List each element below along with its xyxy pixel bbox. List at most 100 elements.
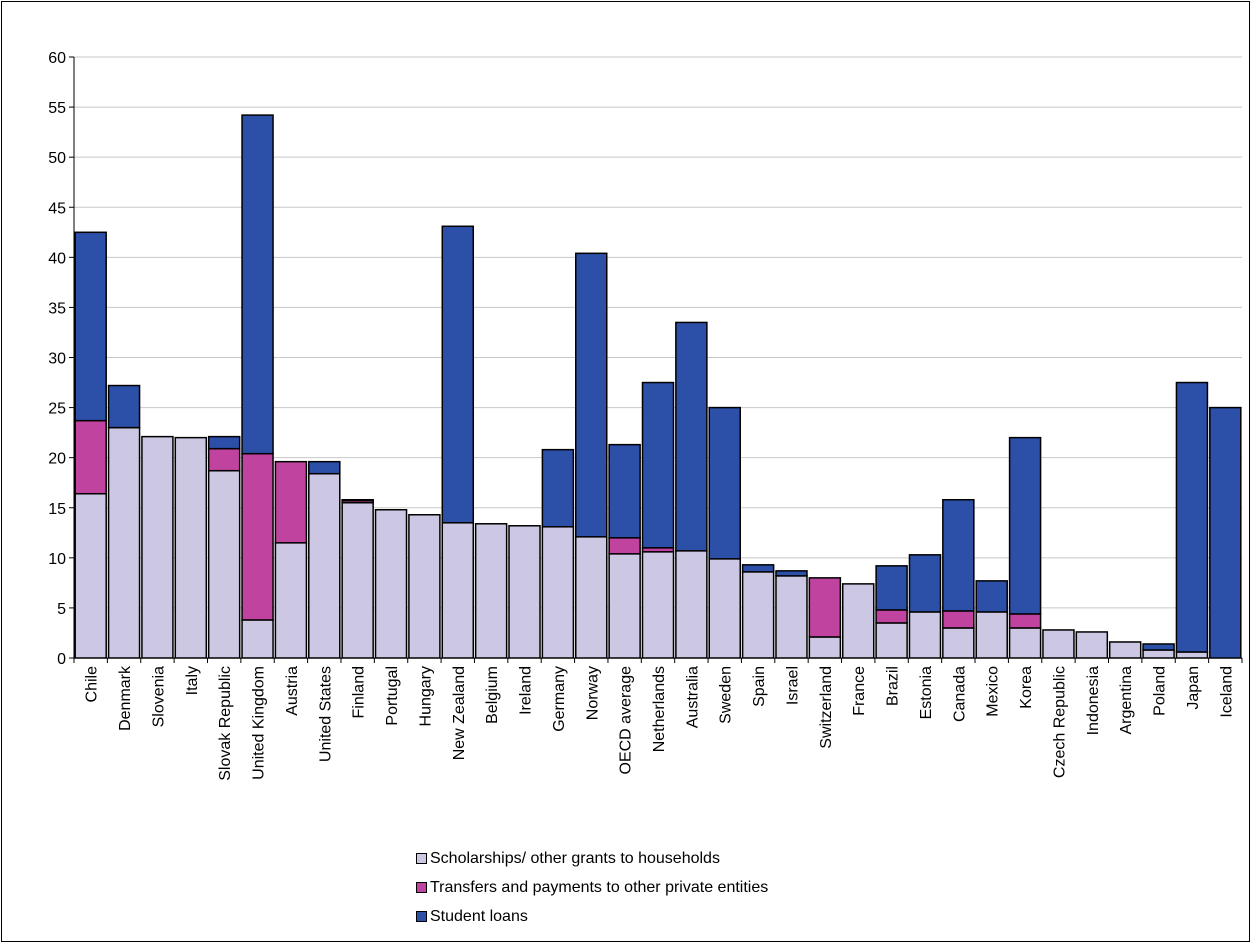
bar-segment-student-loans <box>541 448 575 528</box>
x-tick-label: Portugal <box>384 666 401 726</box>
bar-segment-scholarships <box>341 501 374 659</box>
bar-segment-transfers <box>274 460 308 544</box>
bar-segment-scholarships <box>141 435 174 659</box>
x-tick-label: Chile <box>84 666 101 703</box>
bar-segment-student-loans <box>1142 643 1175 651</box>
legend-label-student-loans: Student loans <box>430 907 528 925</box>
bar-segment-student-loans <box>641 381 675 549</box>
bar-segment-transfers <box>608 537 641 555</box>
legend-swatch-scholarships <box>416 853 427 864</box>
bar-segment-scholarships <box>942 627 975 659</box>
x-tick-label: Belgium <box>484 666 501 724</box>
bar-segment-student-loans <box>942 498 975 612</box>
bar-segment-scholarships <box>441 522 475 659</box>
bar-segment-transfers <box>942 610 975 629</box>
bar-segment-scholarships <box>741 571 775 659</box>
bar-segment-transfers <box>74 419 107 495</box>
legend-swatch-student-loans <box>416 911 427 922</box>
legend-item-scholarships: Scholarships/ other grants to households <box>416 844 768 873</box>
bar-segment-student-loans <box>1008 436 1042 615</box>
bar-segment-scholarships <box>1175 651 1209 659</box>
x-tick-label: Denmark <box>117 665 134 731</box>
x-tick-label: Slovak Republic <box>217 666 234 781</box>
y-tick-label: 35 <box>48 300 66 317</box>
bar-segment-transfers <box>875 609 908 624</box>
x-tick-label: Spain <box>751 666 768 707</box>
x-tick-label: Germany <box>551 666 568 732</box>
x-tick-label: Australia <box>684 666 701 728</box>
bar-segment-scholarships <box>474 523 508 659</box>
bar-segment-scholarships <box>274 542 308 659</box>
bar-segment-student-loans <box>975 580 1008 613</box>
bar-segment-student-loans <box>1175 381 1209 653</box>
x-tick-label: Mexico <box>985 666 1002 717</box>
bar-segment-scholarships <box>708 558 741 659</box>
bar-segment-scholarships <box>74 492 107 659</box>
x-tick-label: Argentina <box>1118 666 1135 735</box>
x-tick-label: Iceland <box>1218 666 1235 718</box>
x-tick-label: New Zealand <box>451 666 468 760</box>
bar-segment-student-loans <box>608 443 641 539</box>
x-tick-label: Brazil <box>885 666 902 706</box>
bar-segment-student-loans <box>207 435 241 450</box>
x-tick-label: Ireland <box>518 666 535 715</box>
bar-segment-scholarships <box>107 426 141 659</box>
x-tick-label: France <box>851 666 868 716</box>
bar-segment-student-loans <box>1209 406 1242 659</box>
bar-segment-student-loans <box>575 252 608 538</box>
bar-segment-scholarships <box>174 436 208 659</box>
x-tick-label: Canada <box>951 666 968 722</box>
bar-segment-scholarships <box>207 469 241 659</box>
y-tick-label: 10 <box>48 551 66 568</box>
x-tick-label: OECD average <box>618 666 635 775</box>
bar-segment-transfers <box>808 577 842 638</box>
y-axis-tick-labels: 0 5 10 15 20 25 30 35 40 45 50 55 60 <box>48 50 66 668</box>
bar-segment-transfers <box>207 447 241 472</box>
bar-segment-scholarships <box>374 509 408 659</box>
bar-segment-student-loans <box>908 554 942 613</box>
bar-segment-scholarships <box>1142 649 1175 659</box>
bar-segment-student-loans <box>741 564 775 573</box>
bar-segment-student-loans <box>708 406 741 560</box>
axes <box>69 56 1243 663</box>
bar-segment-scholarships <box>408 514 441 659</box>
bar-segment-student-loans <box>74 231 107 422</box>
bar-segment-scholarships <box>1042 629 1075 659</box>
y-tick-label: 45 <box>48 200 66 217</box>
x-tick-label: Indonesia <box>1085 666 1102 735</box>
x-tick-label: Sweden <box>718 666 735 724</box>
bar-segment-student-loans <box>441 225 475 524</box>
bar-segment-scholarships <box>541 526 575 659</box>
bar-segment-student-loans <box>308 460 341 475</box>
legend-label-transfers: Transfers and payments to other private … <box>430 878 769 896</box>
x-tick-label: Norway <box>584 666 601 720</box>
x-tick-label: Estonia <box>918 666 935 719</box>
bar-segment-scholarships <box>875 622 908 659</box>
legend-swatch-transfers <box>416 882 427 893</box>
bar-segment-student-loans <box>341 498 374 502</box>
x-tick-label: Czech Republic <box>1051 666 1068 778</box>
x-tick-label: Israel <box>784 666 801 705</box>
bar-segment-scholarships <box>675 550 708 659</box>
y-tick-label: 55 <box>48 100 66 117</box>
y-tick-label: 5 <box>57 601 66 618</box>
x-tick-label: Hungary <box>417 666 434 726</box>
bar-segment-transfers <box>1008 613 1042 629</box>
legend-item-transfers: Transfers and payments to other private … <box>416 873 768 902</box>
y-tick-label: 0 <box>57 651 66 668</box>
bar-segment-scholarships <box>975 611 1008 659</box>
bar-segment-student-loans <box>775 570 808 577</box>
bar-segment-scholarships <box>908 611 942 659</box>
bar-segment-student-loans <box>107 384 141 429</box>
x-tick-label: Switzerland <box>818 666 835 749</box>
bar-segment-student-loans <box>875 565 908 611</box>
bar-segment-scholarships <box>241 619 274 659</box>
y-tick-label: 15 <box>48 501 66 518</box>
y-tick-label: 50 <box>48 150 66 167</box>
y-tick-label: 40 <box>48 250 66 267</box>
x-tick-label: Italy <box>184 666 201 695</box>
bar-segment-student-loans <box>241 114 274 455</box>
x-tick-label: Korea <box>1018 666 1035 709</box>
bar-segment-scholarships <box>1008 627 1042 659</box>
